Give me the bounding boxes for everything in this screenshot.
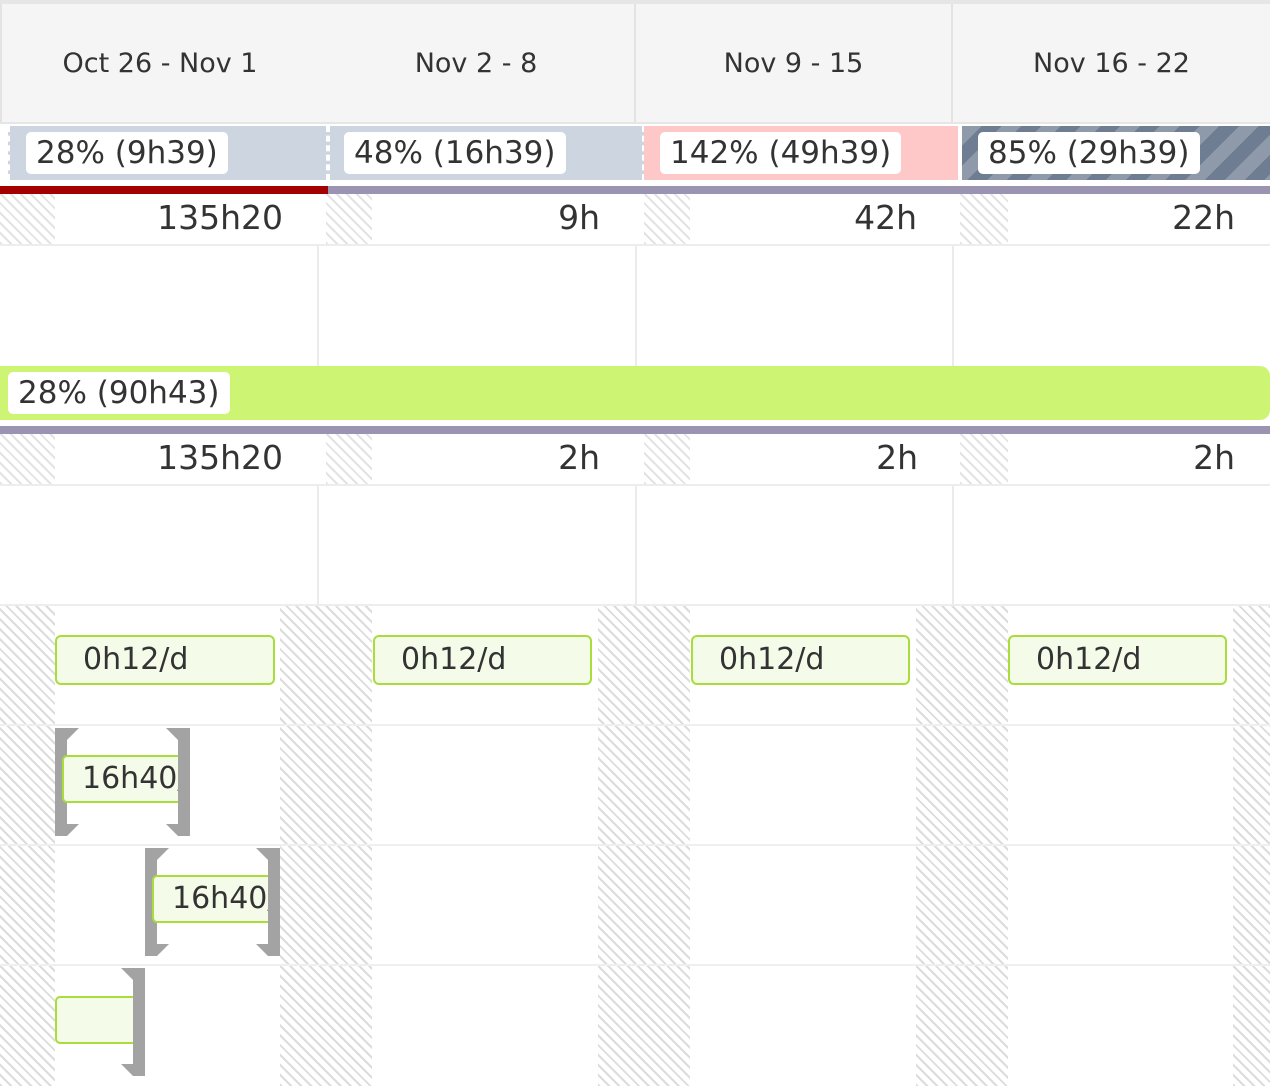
project-total: 135h20 <box>157 438 283 477</box>
row-divider <box>0 964 1270 966</box>
weekend-shade <box>280 606 372 1086</box>
load-label: 28% (9h39) <box>26 132 228 174</box>
handle-cap <box>67 824 79 836</box>
load-bar-week-1[interactable]: 28% (9h39) <box>8 126 328 180</box>
header-top-border <box>0 0 1270 4</box>
week-header-cell[interactable]: Nov 9 - 15 <box>636 4 953 122</box>
row-divider <box>0 844 1270 846</box>
task-chip[interactable]: 16h40/ <box>152 875 274 923</box>
handle-cap <box>157 944 169 956</box>
weekend-shade <box>916 606 1008 1086</box>
handle-cap <box>121 968 133 980</box>
weekend-shade <box>644 434 690 484</box>
project-total: 2h <box>558 438 600 477</box>
resize-handle-right[interactable] <box>268 848 280 956</box>
task-chip[interactable]: 16h40/ <box>62 755 184 803</box>
weekend-shade <box>644 194 690 244</box>
handle-cap <box>166 728 178 740</box>
weekend-shade <box>326 194 372 244</box>
resource-total: 22h <box>1172 198 1235 237</box>
project-load-bar[interactable]: 28% (90h43) <box>0 366 1270 420</box>
load-bar-week-4[interactable]: 85% (29h39) <box>962 126 1270 180</box>
weekend-shade <box>1233 606 1270 1086</box>
load-underline <box>328 186 1270 194</box>
column-divider <box>317 246 319 366</box>
load-label: 142% (49h39) <box>660 132 902 174</box>
column-divider <box>635 246 637 366</box>
recurring-task-chip[interactable]: 0h12/d <box>1008 635 1227 685</box>
weekend-shade <box>0 606 55 1086</box>
row-divider <box>0 604 1270 606</box>
handle-cap <box>67 728 79 740</box>
recurring-task-chip[interactable]: 0h12/d <box>691 635 910 685</box>
week-header-cell[interactable]: Nov 2 - 8 <box>318 4 636 122</box>
project-load-label: 28% (90h43) <box>8 372 230 414</box>
task-chip[interactable] <box>55 996 139 1044</box>
row-divider <box>0 484 1270 486</box>
resource-total: 42h <box>854 198 917 237</box>
resize-handle-right[interactable] <box>178 728 190 836</box>
weekend-shade <box>598 606 690 1086</box>
recurring-task-chip[interactable]: 0h12/d <box>373 635 592 685</box>
column-divider <box>317 486 319 604</box>
overload-underline <box>0 186 328 194</box>
load-label: 85% (29h39) <box>978 132 1200 174</box>
column-divider <box>952 246 954 366</box>
week-header-cell[interactable]: Nov 16 - 22 <box>953 4 1270 122</box>
resize-handle-right[interactable] <box>133 968 145 1076</box>
row-divider <box>0 724 1270 726</box>
project-total: 2h <box>1193 438 1235 477</box>
weekend-shade <box>326 434 372 484</box>
row-divider <box>0 244 1270 246</box>
handle-cap <box>121 1064 133 1076</box>
recurring-task-chip[interactable]: 0h12/d <box>55 635 275 685</box>
handle-cap <box>166 824 178 836</box>
resource-total: 135h20 <box>157 198 283 237</box>
weekend-shade <box>960 194 1008 244</box>
weekend-shade <box>0 194 55 244</box>
weekend-shade <box>0 434 55 484</box>
resource-total: 9h <box>558 198 600 237</box>
load-bar-week-2[interactable]: 48% (16h39) <box>328 126 644 180</box>
project-load-underline <box>0 426 1270 434</box>
column-divider <box>635 486 637 604</box>
weekend-shade <box>960 434 1008 484</box>
header-divider <box>0 122 1270 124</box>
column-divider <box>952 486 954 604</box>
handle-cap <box>157 848 169 860</box>
week-header-cell[interactable]: Oct 26 - Nov 1 <box>0 4 320 122</box>
load-bar-week-3[interactable]: 142% (49h39) <box>644 126 958 180</box>
load-label: 48% (16h39) <box>344 132 566 174</box>
project-total: 2h <box>876 438 918 477</box>
handle-cap <box>256 848 268 860</box>
handle-cap <box>256 944 268 956</box>
